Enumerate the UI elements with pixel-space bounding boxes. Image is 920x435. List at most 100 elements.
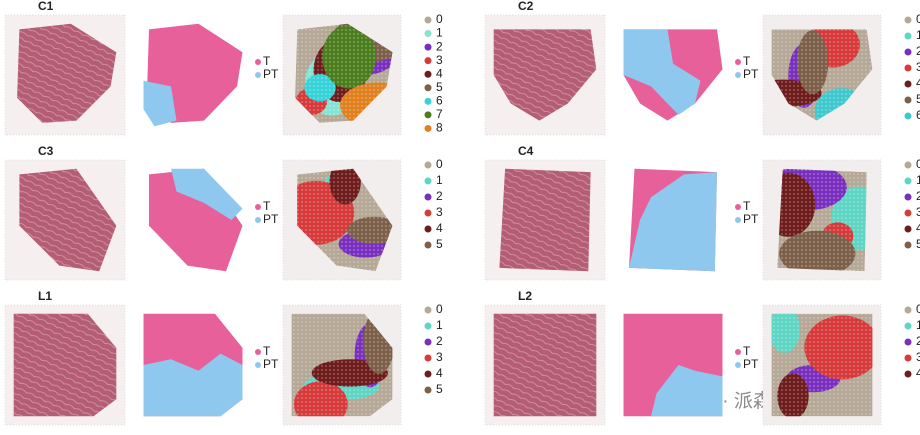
- cluster-legend-label: 1: [436, 173, 443, 187]
- group-legend-dot: [735, 59, 741, 65]
- group-legend-label: T: [743, 54, 751, 68]
- cluster-legend-dot: [904, 48, 912, 56]
- tpt-map-pt: [623, 29, 701, 115]
- cluster-legend-label: 7: [436, 107, 443, 121]
- panel: C2 TPT 0 1 2 3 4 5 6: [484, 0, 920, 136]
- cluster-legend-dot: [904, 177, 912, 185]
- cluster-legend-label: 5: [436, 382, 443, 396]
- cluster-legend-label: 3: [916, 205, 920, 219]
- he-texture: [499, 168, 591, 272]
- cluster-legend-dot: [424, 306, 432, 314]
- he-texture: [493, 313, 597, 417]
- cluster-legend-dot: [424, 354, 432, 362]
- cluster-legend-dot: [424, 338, 432, 346]
- cluster-legend-dot: [904, 161, 912, 169]
- panel: L2 TPT 0 1 2 3 4: [484, 289, 920, 426]
- cluster-legend-dot: [904, 225, 912, 233]
- cluster-legend-dot: [424, 111, 432, 119]
- group-legend-label: T: [263, 54, 271, 68]
- tpt-map-pt: [651, 365, 723, 417]
- cluster-legend-dot: [424, 209, 432, 217]
- spot-grid: [295, 23, 393, 123]
- cluster-legend-dot: [904, 322, 912, 330]
- cluster-legend-dot: [904, 338, 912, 346]
- group-legend-label: PT: [743, 212, 759, 226]
- cluster-legend-dot: [904, 193, 912, 201]
- group-legend-label: PT: [263, 357, 279, 371]
- group-legend-label: T: [743, 344, 751, 358]
- group-legend-dot: [735, 362, 741, 368]
- cluster-legend-dot: [904, 16, 912, 24]
- panel: C3 TPT 0 1 2 3 4 5: [4, 144, 443, 281]
- cluster-legend-dot: [424, 70, 432, 78]
- cluster-legend-dot: [904, 32, 912, 40]
- cluster-legend-dot: [424, 322, 432, 330]
- spot-grid: [771, 29, 873, 121]
- spot-grid: [297, 168, 393, 272]
- cluster-legend-dot: [904, 112, 912, 120]
- cluster-legend-label: 1: [916, 28, 920, 42]
- panel-title: L1: [38, 289, 52, 303]
- cluster-legend-label: 4: [916, 76, 920, 90]
- group-legend-dot: [735, 217, 741, 223]
- cluster-legend-dot: [424, 177, 432, 185]
- group-legend-label: T: [263, 344, 271, 358]
- group-legend-dot: [735, 204, 741, 210]
- cluster-legend-dot: [904, 306, 912, 314]
- cluster-legend-dot: [424, 241, 432, 249]
- cluster-legend-label: 3: [916, 60, 920, 74]
- group-legend-dot: [735, 72, 741, 78]
- cluster-legend-dot: [424, 43, 432, 51]
- cluster-legend-label: 3: [436, 350, 443, 364]
- cluster-legend-label: 0: [916, 12, 920, 26]
- panel-title: C2: [518, 0, 534, 13]
- cluster-legend-dot: [424, 370, 432, 378]
- tpt-map-pt: [143, 80, 177, 127]
- panel-title: C1: [38, 0, 54, 13]
- cluster-legend-label: 1: [436, 318, 443, 332]
- cluster-legend-label: 1: [916, 173, 920, 187]
- cluster-legend-dot: [424, 16, 432, 24]
- cluster-legend-dot: [904, 209, 912, 217]
- panel-title: C4: [518, 144, 534, 158]
- cluster-legend-label: 4: [436, 366, 443, 380]
- cluster-legend-label: 1: [436, 26, 443, 40]
- cluster-legend-label: 4: [916, 366, 920, 380]
- he-texture: [13, 313, 117, 417]
- cluster-legend-dot: [904, 80, 912, 88]
- cluster-legend-label: 8: [436, 121, 443, 135]
- cluster-legend-dot: [424, 161, 432, 169]
- tpt-map-pt: [171, 168, 243, 220]
- cluster-legend-dot: [424, 124, 432, 132]
- he-texture: [493, 29, 597, 121]
- cluster-legend-label: 3: [436, 53, 443, 67]
- group-legend-dot: [255, 362, 261, 368]
- group-legend-dot: [255, 59, 261, 65]
- cluster-legend-dot: [424, 84, 432, 92]
- cluster-legend-label: 0: [916, 157, 920, 171]
- cluster-legend-label: 0: [436, 302, 443, 316]
- cluster-legend-label: 2: [916, 189, 920, 203]
- panel: C4 TPT 0 1 2 3 4 5: [484, 144, 920, 281]
- group-legend-label: T: [263, 199, 271, 213]
- cluster-legend-label: 0: [916, 302, 920, 316]
- cluster-legend-label: 0: [436, 157, 443, 171]
- cluster-legend-dot: [904, 354, 912, 362]
- cluster-legend-dot: [424, 225, 432, 233]
- spot-grid: [777, 168, 867, 272]
- cluster-legend-label: 3: [916, 350, 920, 364]
- cluster-legend-dot: [424, 97, 432, 105]
- cluster-legend-label: 4: [436, 66, 443, 80]
- cluster-legend-label: 4: [436, 221, 443, 235]
- group-legend-dot: [255, 204, 261, 210]
- cluster-legend-dot: [424, 57, 432, 65]
- cluster-legend-label: 5: [436, 237, 443, 251]
- cluster-legend-label: 3: [436, 205, 443, 219]
- group-legend-dot: [255, 72, 261, 78]
- he-texture: [19, 168, 117, 272]
- cluster-legend-label: 5: [916, 237, 920, 251]
- group-legend-label: PT: [263, 212, 279, 226]
- cluster-legend-label: 2: [916, 334, 920, 348]
- cluster-legend-dot: [904, 96, 912, 104]
